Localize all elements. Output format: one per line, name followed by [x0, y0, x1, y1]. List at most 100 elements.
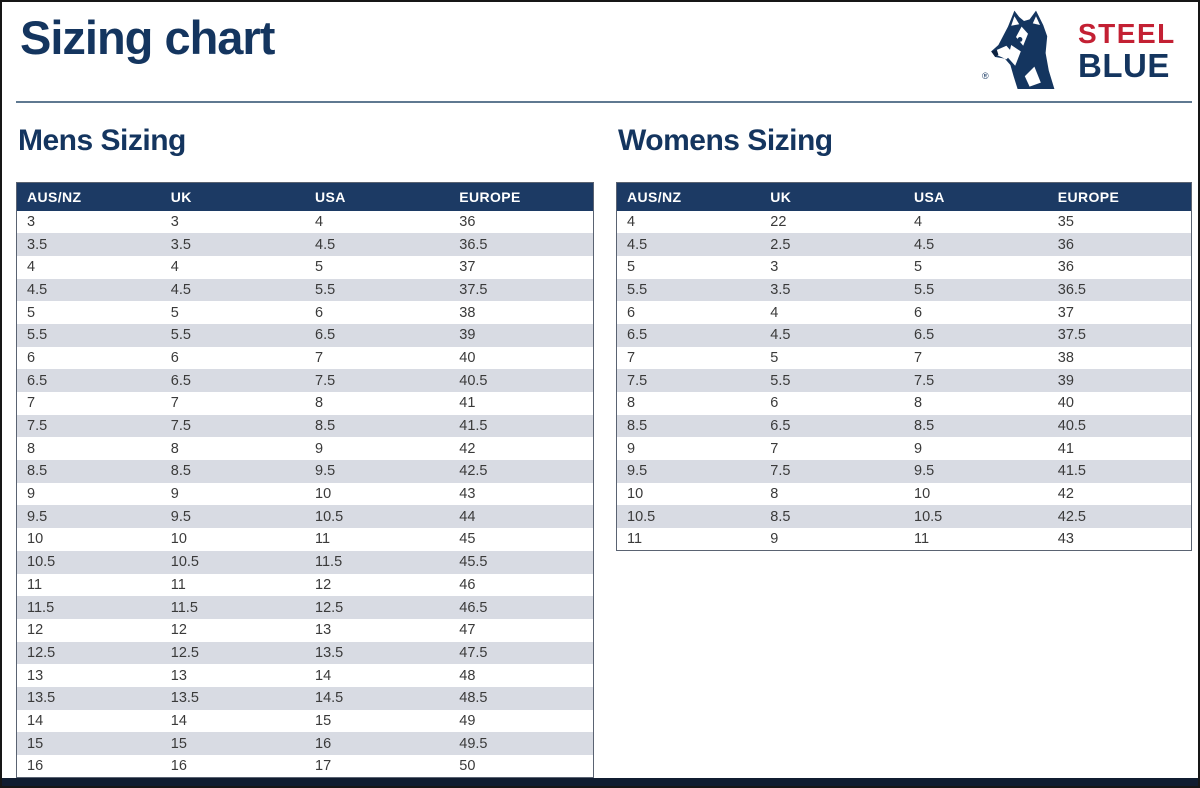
table-cell: 3.5 [170, 236, 191, 253]
table-cell: 13.5 [27, 690, 56, 707]
table-cell: 15 [170, 735, 187, 752]
table-header-row: AUS/NZ UK USA EUROPE [616, 182, 1192, 211]
table-cell: 11.5 [315, 554, 343, 571]
table-cell: 12 [27, 622, 44, 639]
table-cell: 3 [27, 213, 36, 230]
table-cell: 6 [770, 395, 779, 412]
table-cell: 10.5 [170, 554, 199, 571]
table-cell: 7 [315, 349, 324, 366]
table-row: 8 6 8 40 [616, 392, 1192, 415]
table-cell: 48.5 [459, 690, 488, 707]
table-row: 4 4 5 37 [16, 255, 594, 279]
wolf-head-icon [991, 10, 1055, 89]
table-cell: 37 [1057, 304, 1074, 321]
table-cell: 41 [1057, 440, 1074, 457]
table-cell: 13 [315, 622, 332, 639]
table-row: 5.5 3.5 5.5 36.5 [616, 278, 1192, 302]
table-cell: 14 [315, 667, 332, 684]
table-cell: 42 [1057, 486, 1074, 503]
column-header: EUROPE [1047, 182, 1192, 211]
column-header: USA [904, 182, 1048, 211]
column-header: EUROPE [449, 182, 594, 211]
table-cell: 9.5 [627, 463, 648, 480]
table-row: 10.5 8.5 10.5 42.5 [616, 505, 1192, 529]
table-cell: 49.5 [459, 735, 488, 752]
table-cell: 7 [170, 395, 179, 412]
table-cell: 17 [315, 758, 332, 775]
table-cell: 36.5 [1057, 281, 1086, 298]
table-cell: 10.5 [914, 508, 943, 525]
table-cell: 8 [27, 440, 36, 457]
table-row: 14 14 15 49 [16, 709, 594, 733]
logo-blue-text: BLUE [1078, 47, 1170, 84]
table-cell: 12.5 [27, 644, 56, 661]
table-row: 11.5 11.5 12.5 46.5 [16, 596, 594, 619]
table-cell: 40.5 [459, 372, 488, 389]
table-cell: 9 [914, 440, 923, 457]
table-cell: 5.5 [170, 327, 191, 344]
table-cell: 46.5 [459, 599, 488, 616]
table-cell: 7 [27, 395, 36, 412]
table-cell: 6 [627, 304, 636, 321]
table-cell: 10 [914, 486, 931, 503]
table-cell: 37.5 [459, 281, 488, 298]
table-row: 7.5 7.5 8.5 41.5 [16, 414, 594, 438]
table-cell: 45.5 [459, 554, 488, 571]
table-cell: 41 [459, 395, 476, 412]
table-cell: 6.5 [914, 327, 935, 344]
womens-sizing-table: AUS/NZ UK USA EUROPE 4 22 4 35 4.5 2.5 4.5 36 5 3 5 36… [616, 182, 1192, 552]
table-cell: 8.5 [627, 418, 648, 435]
womens-sizing-table-container: AUS/NZ UK USA EUROPE 4 22 4 35 4.5 2.5 4.5 36 5 3 5 36… [616, 182, 1192, 552]
table-cell: 10.5 [627, 508, 656, 525]
table-cell: 46 [459, 576, 476, 593]
table-cell: 36 [1057, 236, 1074, 253]
table-cell: 12 [315, 576, 332, 593]
column-header: UK [160, 182, 305, 211]
table-row: 3 3 4 36 [16, 210, 594, 234]
table-cell: 49 [459, 712, 476, 729]
table-cell: 6.5 [315, 327, 336, 344]
table-cell: 4.5 [27, 281, 48, 298]
table-row: 13 13 14 48 [16, 664, 594, 687]
table-cell: 6.5 [627, 327, 648, 344]
table-cell: 5 [627, 259, 636, 276]
table-cell: 47 [459, 622, 476, 639]
table-cell: 50 [459, 758, 476, 775]
table-cell: 6.5 [170, 372, 191, 389]
table-cell: 9.5 [315, 463, 336, 480]
table-cell: 45 [459, 531, 476, 548]
table-row: 4 22 4 35 [616, 210, 1192, 234]
table-cell: 5 [170, 304, 179, 321]
table-cell: 48 [459, 667, 476, 684]
table-cell: 15 [27, 735, 44, 752]
table-cell: 10 [170, 531, 187, 548]
table-row: 11 11 12 46 [16, 573, 594, 597]
table-cell: 11.5 [27, 599, 55, 616]
table-cell: 3 [770, 259, 779, 276]
table-cell: 7.5 [627, 372, 648, 389]
table-cell: 40 [1057, 395, 1074, 412]
table-row: 6.5 6.5 7.5 40.5 [16, 369, 594, 392]
table-row: 7 5 7 38 [616, 346, 1192, 370]
table-cell: 9 [315, 440, 324, 457]
page-title: Sizing chart [20, 11, 275, 64]
table-cell: 10.5 [27, 554, 56, 571]
column-header: AUS/NZ [616, 182, 761, 211]
table-cell: 7.5 [315, 372, 336, 389]
table-row: 9.5 9.5 10.5 44 [16, 505, 594, 529]
table-cell: 47.5 [459, 644, 488, 661]
table-cell: 3.5 [770, 281, 791, 298]
table-cell: 6.5 [27, 372, 48, 389]
table-row: 12.5 12.5 13.5 47.5 [16, 641, 594, 665]
table-cell: 5 [315, 259, 324, 276]
table-cell: 7.5 [770, 463, 791, 480]
table-cell: 8.5 [315, 418, 336, 435]
table-cell: 7.5 [170, 418, 191, 435]
table-cell: 4 [315, 213, 324, 230]
womens-table-body: 4 22 4 35 4.5 2.5 4.5 36 5 3 5 36 5.5 3.5 5.5 36.5 6 4 6 37… [616, 210, 1192, 551]
logo-wordmark: STEEL BLUE [1078, 20, 1176, 84]
table-cell: 4.5 [914, 236, 935, 253]
table-row: 10 10 11 45 [16, 528, 594, 551]
table-cell: 9.5 [170, 508, 191, 525]
table-cell: 10 [27, 531, 44, 548]
